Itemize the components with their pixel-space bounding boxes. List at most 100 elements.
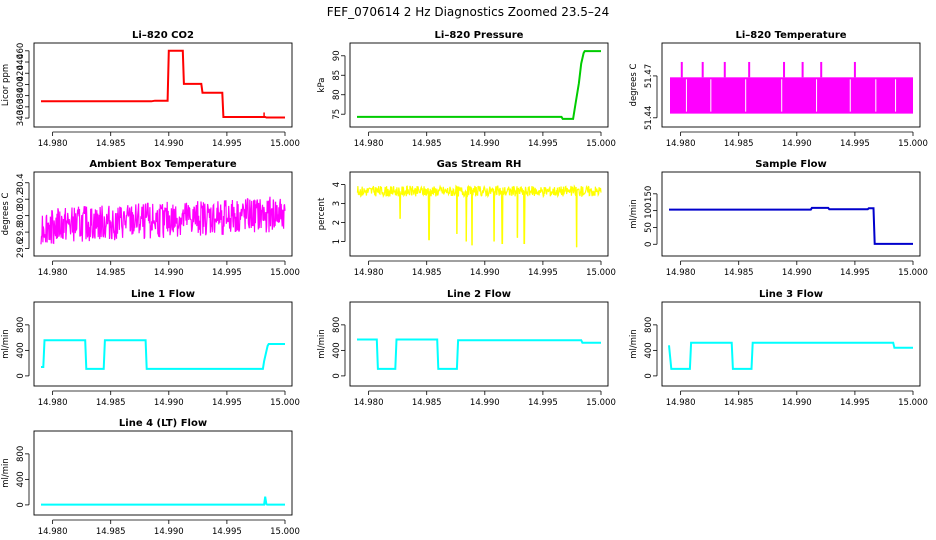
y-tick-label: 2 — [332, 220, 342, 225]
x-tick-label: 14.995 — [212, 268, 242, 278]
x-tick-label: 14.980 — [666, 268, 696, 278]
x-tick-label: 14.995 — [840, 398, 870, 408]
series-line — [668, 341, 913, 370]
series-line — [41, 496, 285, 506]
x-tick-label: 14.980 — [38, 527, 68, 537]
x-tick-label: 14.985 — [96, 527, 126, 537]
y-tick-label: 400 — [16, 342, 26, 358]
y-tick-label: 420 — [16, 65, 26, 81]
chart-panel: Line 2 Flow 14.980 14.985 14.990 14.995 15.00… — [317, 289, 616, 408]
x-tick-label: 14.985 — [412, 268, 442, 278]
x-tick-label: 14.980 — [38, 139, 68, 149]
x-tick-label: 14.995 — [212, 527, 242, 537]
plot-frame — [33, 301, 293, 387]
y-tick-label: 440 — [16, 54, 26, 70]
y-tick-label: 0 — [332, 373, 342, 378]
x-tick-label: 15.000 — [270, 139, 300, 149]
x-tick-label: 15.000 — [898, 398, 928, 408]
figure-title: FEF_070614 2 Hz Diagnostics Zoomed 23.5–… — [327, 5, 609, 19]
y-tick-label: 4 — [332, 182, 342, 187]
data-layer — [357, 50, 601, 120]
y-tick-label: 800 — [644, 317, 654, 333]
data-layer — [668, 341, 913, 370]
y-tick-label: 0 — [644, 242, 654, 247]
panel-title: Li–820 Temperature — [735, 30, 846, 41]
plot-frame — [661, 171, 921, 257]
y-tick-label: 460 — [16, 43, 26, 59]
data-layer — [356, 184, 602, 248]
plot-frame — [33, 430, 293, 516]
plot-frame — [349, 171, 609, 257]
x-tick-label: 15.000 — [270, 398, 300, 408]
data-layer — [41, 49, 285, 119]
x-tick-label: 14.990 — [470, 268, 500, 278]
x-tick-label: 14.990 — [154, 139, 184, 149]
y-tick-label: 1 — [332, 239, 342, 244]
temperature-band — [670, 77, 913, 114]
y-axis-label: ml/min — [1, 329, 11, 359]
y-tick-label: 51.47 — [644, 64, 654, 88]
x-tick-label: 14.980 — [354, 268, 384, 278]
y-tick-label: 100 — [644, 203, 654, 219]
y-tick-label: 0 — [644, 373, 654, 378]
plot-frame — [661, 42, 921, 128]
data-layer — [41, 339, 285, 370]
x-tick-label: 14.990 — [470, 139, 500, 149]
panel-title: Ambient Box Temperature — [89, 159, 236, 170]
x-tick-label: 14.990 — [782, 268, 812, 278]
data-layer — [669, 206, 913, 245]
x-tick-label: 14.985 — [724, 268, 754, 278]
panels-container: Li–820 CO2 14.980 14.985 14.990 14.995 15.000… — [1, 30, 928, 537]
chart-panel: Li–820 CO2 14.980 14.985 14.990 14.995 15.000… — [1, 30, 300, 149]
x-tick-label: 14.990 — [154, 527, 184, 537]
x-tick-label: 15.000 — [586, 398, 616, 408]
x-tick-label: 15.000 — [586, 139, 616, 149]
x-tick-label: 14.995 — [528, 139, 558, 149]
y-tick-label: 400 — [332, 342, 342, 358]
chart-panel: Line 3 Flow 14.980 14.985 14.990 14.995 15.00… — [629, 289, 928, 408]
chart-panel: Ambient Box Temperature 14.980 14.985 14.99… — [1, 159, 300, 278]
plot-frame — [661, 301, 921, 387]
plot-frame — [33, 171, 293, 257]
noise-trace — [40, 196, 286, 245]
x-tick-label: 14.995 — [528, 398, 558, 408]
x-tick-label: 15.000 — [586, 268, 616, 278]
x-tick-label: 15.000 — [898, 268, 928, 278]
y-tick-label: 0 — [16, 502, 26, 507]
chart-panel: Sample Flow 14.980 14.985 14.990 14.995 15.00… — [629, 159, 928, 278]
y-axis-label: ml/min — [1, 458, 11, 488]
y-tick-label: 360 — [16, 99, 26, 115]
chart-panel: Li–820 Temperature 14.980 14.985 14.990 14.9… — [629, 30, 928, 149]
y-tick-label: 400 — [644, 342, 654, 358]
x-tick-label: 14.995 — [528, 268, 558, 278]
chart-panel: Line 4 (LT) Flow 14.980 14.985 14.990 14.995… — [1, 418, 300, 537]
y-axis-label: Licor ppm — [1, 64, 11, 106]
y-tick-label: 90 — [332, 50, 342, 61]
panel-title: Li–820 CO2 — [132, 30, 194, 41]
y-axis-label: kPa — [317, 78, 327, 93]
x-tick-label: 14.990 — [782, 398, 812, 408]
x-tick-label: 14.990 — [782, 139, 812, 149]
x-tick-label: 14.995 — [212, 398, 242, 408]
panel-title: Line 2 Flow — [447, 289, 511, 300]
x-tick-label: 14.980 — [354, 139, 384, 149]
y-tick-label: 800 — [16, 446, 26, 462]
x-tick-label: 14.985 — [96, 398, 126, 408]
x-tick-label: 14.985 — [96, 268, 126, 278]
x-tick-label: 15.000 — [898, 139, 928, 149]
series-line — [41, 339, 285, 370]
panel-title: Gas Stream RH — [437, 159, 522, 170]
data-layer — [41, 496, 285, 506]
x-tick-label: 15.000 — [270, 268, 300, 278]
chart-panel: Line 1 Flow 14.980 14.985 14.990 14.995 15.00… — [1, 289, 300, 408]
x-tick-label: 14.985 — [412, 398, 442, 408]
plot-frame — [349, 301, 609, 387]
noise-trace — [356, 184, 602, 248]
series-line — [669, 206, 913, 245]
chart-panel: Li–820 Pressure 14.980 14.985 14.990 14.995 1… — [317, 30, 616, 149]
y-tick-label: 400 — [16, 471, 26, 487]
series-line — [41, 49, 285, 119]
y-tick-label: 150 — [644, 186, 654, 202]
y-tick-label: 380 — [16, 88, 26, 104]
x-tick-label: 14.980 — [666, 139, 696, 149]
